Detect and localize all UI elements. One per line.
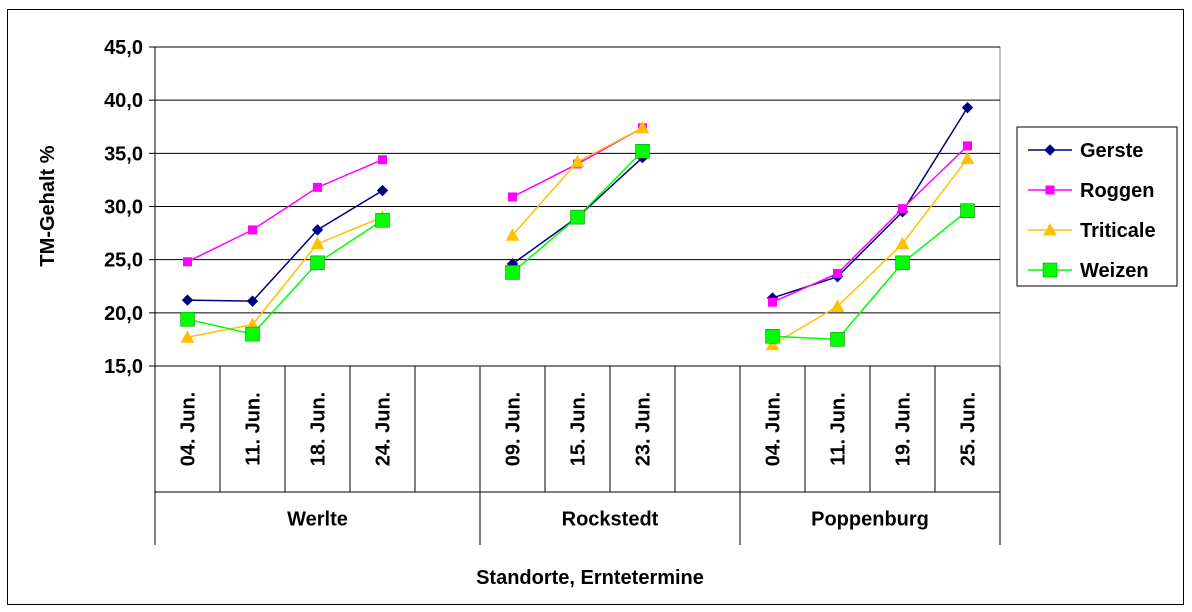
y-tick-label: 35,0 [104,143,143,165]
x-group-label: Rockstedt [562,509,659,531]
legend-label: Roggen [1080,180,1154,202]
data-point [834,269,842,277]
data-point [184,258,192,266]
y-tick-label: 25,0 [104,250,143,272]
data-point [506,265,520,279]
data-point [1046,186,1054,194]
data-point [961,204,975,218]
x-group-label: Werlte [287,509,348,531]
x-category-label: 04. Jun. [763,392,785,466]
legend-label: Weizen [1080,260,1149,282]
x-category-label: 23. Jun. [633,392,655,466]
x-category-label: 18. Jun. [308,392,330,466]
data-point [376,213,390,227]
data-point [636,144,650,158]
data-point [831,332,845,346]
x-axis-title: Standorte, Erntetermine [476,567,704,589]
y-tick-label: 45,0 [104,37,143,59]
y-axis-ticks: 15,0 20,0 25,0 30,0 35,0 40,0 45,0 [104,37,155,378]
x-category-label: 09. Jun. [503,392,525,466]
x-category-label: 24. Jun. [373,392,395,466]
data-point [311,256,325,270]
y-tick-label: 15,0 [104,356,143,378]
data-point [964,142,972,150]
x-category-label: 11. Jun. [828,392,850,465]
x-category-label: 11. Jun. [243,392,265,465]
legend: Gerste Roggen Triticale Weizen [1017,127,1177,286]
y-tick-label: 20,0 [104,303,143,325]
legend-label: Triticale [1080,220,1156,242]
data-point [379,156,387,164]
legend-label: Gerste [1080,140,1143,162]
x-category-label: 19. Jun. [893,392,915,466]
data-point [246,327,260,341]
y-axis-title: TM-Gehalt % [37,145,59,266]
data-point [249,226,257,234]
y-tick-label: 30,0 [104,197,143,219]
data-point [314,183,322,191]
data-point [571,210,585,224]
data-point [181,312,195,326]
data-point [766,329,780,343]
x-group-label: Poppenburg [811,509,929,531]
x-category-label: 15. Jun. [568,392,590,466]
data-point [1043,263,1057,277]
data-point [769,298,777,306]
x-axis-categories: 04. Jun. 11. Jun. 18. Jun. 24. Jun. 09. Jun.… [155,366,1000,545]
x-category-label: 25. Jun. [958,392,980,466]
data-point [896,256,910,270]
data-point [899,205,907,213]
x-category-label: 04. Jun. [178,392,200,466]
y-tick-label: 40,0 [104,90,143,112]
data-point [509,193,517,201]
